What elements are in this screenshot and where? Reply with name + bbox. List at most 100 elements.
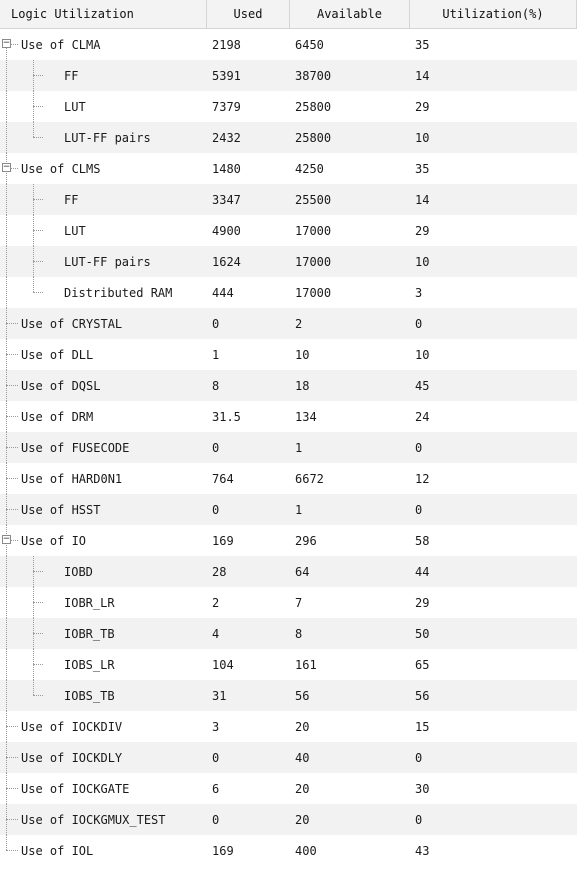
utilization-value: 12 — [415, 471, 430, 486]
utilization-value: 0 — [415, 440, 423, 455]
collapse-minus-icon[interactable]: − — [2, 534, 11, 544]
available-value: 25800 — [295, 130, 332, 145]
table-row[interactable]: Use of IOCKGATE 6 20 30 — [0, 773, 577, 804]
tree-branch — [6, 788, 18, 789]
table-row[interactable]: Use of IOCKDLY 0 40 0 — [0, 742, 577, 773]
collapse-minus-icon[interactable]: − — [2, 38, 11, 48]
header-utilization[interactable]: Utilization(%) — [410, 0, 577, 28]
tree-branch — [33, 261, 43, 262]
available-value: 56 — [295, 688, 310, 703]
table-row[interactable]: IOBS_TB 31 56 56 — [0, 680, 577, 711]
table-row[interactable]: Use of IOCKDIV 3 20 15 — [0, 711, 577, 742]
used-value: 3 — [212, 719, 220, 734]
header-logic-utilization[interactable]: Logic Utilization — [0, 0, 207, 28]
used-value: 169 — [212, 843, 234, 858]
table-row[interactable]: − Use of CLMS 1480 4250 35 — [0, 153, 577, 184]
tree-line — [33, 277, 34, 292]
row-name: LUT — [64, 223, 86, 238]
tree-line — [6, 649, 7, 680]
row-name-cell: FF — [0, 184, 207, 215]
used-value: 1 — [212, 347, 220, 362]
tree-line — [6, 60, 7, 91]
table-row[interactable]: LUT-FF pairs 2432 25800 10 — [0, 122, 577, 153]
row-name-cell: LUT-FF pairs — [0, 122, 207, 153]
tree-branch — [6, 323, 18, 324]
tree-branch — [6, 850, 18, 851]
table-row[interactable]: Use of DLL 1 10 10 — [0, 339, 577, 370]
available-value: 17000 — [295, 223, 332, 238]
row-name-cell: Use of IOCKDLY — [0, 742, 207, 773]
row-name-cell: Use of HSST — [0, 494, 207, 525]
row-name: LUT-FF pairs — [64, 130, 151, 145]
used-value: 31.5 — [212, 409, 241, 424]
tree-line — [6, 277, 7, 308]
row-name-cell: FF — [0, 60, 207, 91]
table-row[interactable]: LUT 4900 17000 29 — [0, 215, 577, 246]
table-row[interactable]: Use of DRM 31.5 134 24 — [0, 401, 577, 432]
row-name: Use of CLMS — [21, 161, 101, 176]
row-name-cell: Use of DQSL — [0, 370, 207, 401]
row-name-cell: Use of IOCKGATE — [0, 773, 207, 804]
tree-branch — [6, 44, 18, 45]
header-used[interactable]: Used — [207, 0, 290, 28]
table-row[interactable]: IOBD 28 64 44 — [0, 556, 577, 587]
row-name-cell: IOBS_TB — [0, 680, 207, 711]
table-row[interactable]: LUT-FF pairs 1624 17000 10 — [0, 246, 577, 277]
available-value: 10 — [295, 347, 310, 362]
table-row[interactable]: FF 5391 38700 14 — [0, 60, 577, 91]
used-value: 6 — [212, 781, 220, 796]
collapse-minus-icon[interactable]: − — [2, 162, 11, 172]
table-row[interactable]: Use of IOCKGMUX_TEST 0 20 0 — [0, 804, 577, 835]
tree-branch — [33, 633, 43, 634]
row-name: LUT-FF pairs — [64, 254, 151, 269]
table-row[interactable]: IOBR_LR 2 7 29 — [0, 587, 577, 618]
tree-branch — [33, 602, 43, 603]
row-name: Use of CLMA — [21, 37, 101, 52]
tree-line — [33, 680, 34, 695]
table-row[interactable]: FF 3347 25500 14 — [0, 184, 577, 215]
used-value: 2198 — [212, 37, 241, 52]
tree-branch — [6, 168, 18, 169]
row-name: Use of DLL — [21, 347, 94, 362]
utilization-value: 45 — [415, 378, 430, 393]
row-name: Use of IOL — [21, 843, 94, 858]
used-value: 0 — [212, 502, 220, 517]
table-row[interactable]: IOBR_TB 4 8 50 — [0, 618, 577, 649]
table-row[interactable]: Distributed RAM 444 17000 3 — [0, 277, 577, 308]
table-row[interactable]: − Use of IO 169 296 58 — [0, 525, 577, 556]
utilization-value: 3 — [415, 285, 423, 300]
tree-branch — [6, 385, 18, 386]
table-row[interactable]: − Use of CLMA 2198 6450 35 — [0, 29, 577, 60]
tree-branch — [33, 137, 43, 138]
tree-branch — [33, 106, 43, 107]
header-available[interactable]: Available — [290, 0, 410, 28]
tree-line — [6, 556, 7, 587]
used-value: 1624 — [212, 254, 241, 269]
table-row[interactable]: IOBS_LR 104 161 65 — [0, 649, 577, 680]
available-value: 40 — [295, 750, 310, 765]
table-row[interactable]: Use of HARD0N1 764 6672 12 — [0, 463, 577, 494]
table-row[interactable]: Use of IOL 169 400 43 — [0, 835, 577, 866]
table-row[interactable]: Use of CRYSTAL 0 2 0 — [0, 308, 577, 339]
used-value: 169 — [212, 533, 234, 548]
table-row[interactable]: Use of HSST 0 1 0 — [0, 494, 577, 525]
tree-line — [6, 44, 7, 60]
tree-line — [33, 122, 34, 137]
available-value: 18 — [295, 378, 310, 393]
used-value: 0 — [212, 316, 220, 331]
utilization-value: 29 — [415, 595, 430, 610]
table-row[interactable]: Use of DQSL 8 18 45 — [0, 370, 577, 401]
tree-line — [6, 835, 7, 850]
utilization-value: 65 — [415, 657, 430, 672]
used-value: 1480 — [212, 161, 241, 176]
used-value: 31 — [212, 688, 227, 703]
used-value: 3347 — [212, 192, 241, 207]
row-name: FF — [64, 192, 79, 207]
utilization-value: 58 — [415, 533, 430, 548]
table-row[interactable]: Use of FUSECODE 0 1 0 — [0, 432, 577, 463]
available-value: 2 — [295, 316, 303, 331]
table-row[interactable]: LUT 7379 25800 29 — [0, 91, 577, 122]
tree-branch — [33, 571, 43, 572]
used-value: 4900 — [212, 223, 241, 238]
available-value: 296 — [295, 533, 317, 548]
